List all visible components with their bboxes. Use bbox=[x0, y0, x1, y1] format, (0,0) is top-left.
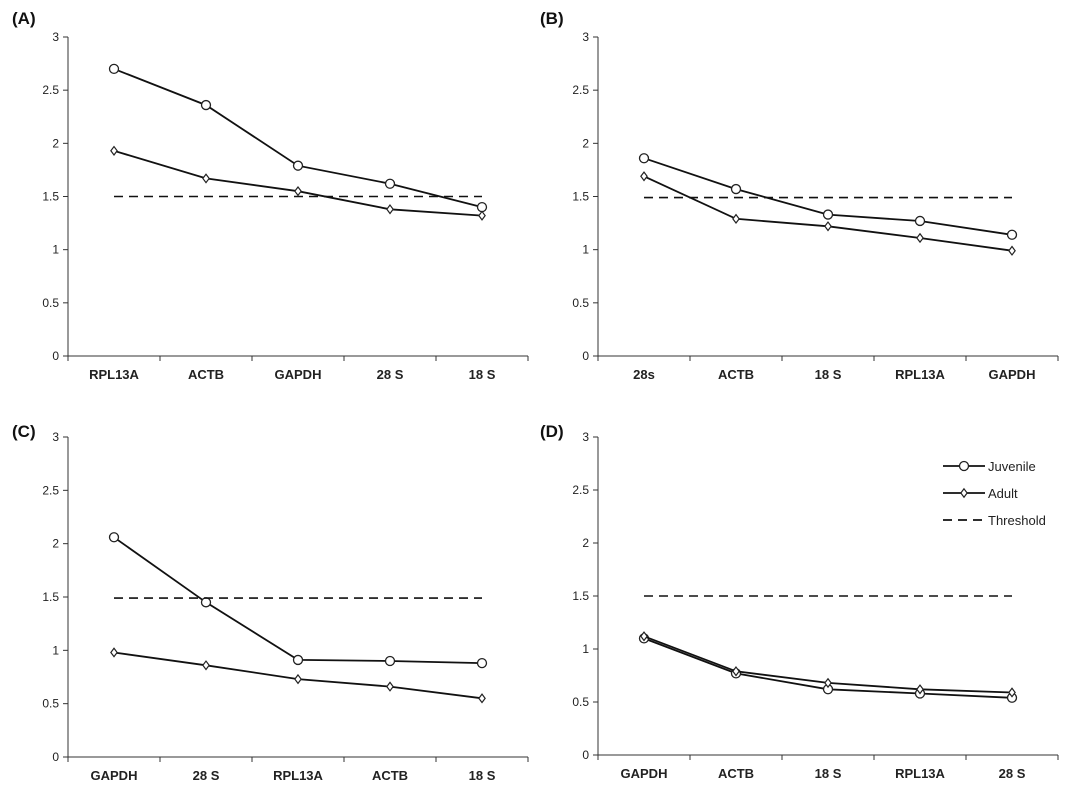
y-tick-label: 3 bbox=[52, 30, 59, 44]
legend-entry-label: Threshold bbox=[988, 513, 1046, 528]
y-tick-label: 0 bbox=[52, 750, 59, 764]
data-point-diamond bbox=[824, 677, 832, 689]
data-point-diamond bbox=[478, 210, 486, 221]
y-tick-label: 0.5 bbox=[42, 697, 59, 711]
data-point-diamond bbox=[1008, 687, 1016, 698]
data-point-circle bbox=[730, 183, 742, 195]
legend-marker bbox=[958, 460, 970, 472]
data-point-diamond bbox=[824, 221, 832, 232]
legend: Juvenile Adult Threshold bbox=[943, 459, 1046, 528]
panel-label: (C) bbox=[12, 422, 36, 441]
data-point-diamond bbox=[916, 232, 924, 244]
x-tick-label: 28 S bbox=[999, 766, 1026, 781]
data-point-diamond bbox=[916, 684, 924, 695]
data-point-circle bbox=[638, 153, 650, 164]
y-tick-label: 2 bbox=[582, 136, 589, 150]
y-tick-label: 2.5 bbox=[572, 483, 589, 497]
data-point-diamond bbox=[294, 185, 302, 197]
x-tick-label: GAPDH bbox=[91, 768, 138, 783]
series-line-circle bbox=[113, 536, 483, 664]
data-point-circle bbox=[200, 99, 212, 111]
y-tick-label: 0 bbox=[52, 349, 59, 363]
panel-label: (A) bbox=[12, 9, 36, 28]
x-tick-label: RPL13A bbox=[273, 768, 323, 783]
y-tick-label: 3 bbox=[52, 430, 59, 444]
data-point-circle bbox=[384, 655, 396, 667]
data-point-circle bbox=[822, 209, 834, 220]
data-point-diamond bbox=[110, 647, 118, 658]
x-tick-label: 28 S bbox=[193, 768, 220, 783]
y-tick-label: 1 bbox=[582, 243, 589, 257]
y-tick-label: 2 bbox=[52, 537, 59, 551]
y-tick-label: 1 bbox=[582, 642, 589, 656]
y-tick-label: 2 bbox=[52, 136, 59, 150]
y-tick-label: 0.5 bbox=[572, 296, 589, 310]
y-tick-label: 2.5 bbox=[42, 83, 59, 97]
data-point-circle bbox=[108, 63, 120, 75]
y-tick-label: 0.5 bbox=[42, 296, 59, 310]
data-point-diamond bbox=[294, 673, 302, 685]
y-tick-label: 2.5 bbox=[42, 483, 59, 497]
chart-panel-d: (D) 0 0.5 1 1.5 2 2.5 3 GAPDH ACTB 18 S RPL13A 28 S J… bbox=[540, 422, 1059, 781]
legend-marker bbox=[960, 487, 968, 499]
data-point-diamond bbox=[640, 171, 648, 182]
data-point-diamond bbox=[386, 204, 394, 215]
data-point-circle bbox=[200, 597, 212, 608]
x-tick-label: 18 S bbox=[469, 768, 496, 783]
y-tick-label: 0 bbox=[582, 748, 589, 762]
x-tick-label: ACTB bbox=[718, 766, 754, 781]
y-tick-label: 1 bbox=[52, 243, 59, 257]
data-point-circle bbox=[476, 657, 488, 669]
x-tick-label: 28s bbox=[633, 367, 655, 382]
chart-panel-b: (B) 0 0.5 1 1.5 2 2.5 3 28s ACTB 18 S RPL13A GAPDH bbox=[540, 9, 1059, 382]
data-point-circle bbox=[384, 178, 396, 189]
data-point-diamond bbox=[732, 213, 740, 225]
x-tick-label: ACTB bbox=[188, 367, 224, 382]
x-tick-label: RPL13A bbox=[89, 367, 139, 382]
data-point-circle bbox=[108, 532, 120, 543]
chart-panel-a: (A) 0 0.5 1 1.5 2 2.5 3 RPL13A ACTB GAPDH 28 S 18 S bbox=[12, 9, 529, 382]
data-point-diamond bbox=[1008, 245, 1016, 256]
data-point-diamond bbox=[478, 693, 486, 704]
x-tick-label: ACTB bbox=[372, 768, 408, 783]
y-tick-label: 1.5 bbox=[42, 190, 59, 204]
y-tick-label: 1 bbox=[52, 643, 59, 657]
chart-panel-c: (C) 0 0.5 1 1.5 2 2.5 3 GAPDH 28 S RPL13A ACTB 18 S bbox=[12, 422, 529, 783]
x-tick-label: RPL13A bbox=[895, 367, 945, 382]
legend-entry-label: Juvenile bbox=[988, 459, 1036, 474]
x-tick-label: ACTB bbox=[718, 367, 754, 382]
panel-label: (B) bbox=[540, 9, 564, 28]
x-tick-label: 18 S bbox=[815, 367, 842, 382]
x-tick-label: GAPDH bbox=[621, 766, 668, 781]
data-point-diamond bbox=[732, 666, 740, 677]
data-point-diamond bbox=[202, 173, 210, 184]
y-tick-label: 1.5 bbox=[572, 190, 589, 204]
y-tick-label: 0 bbox=[582, 349, 589, 363]
y-tick-label: 0.5 bbox=[572, 695, 589, 709]
data-point-diamond bbox=[202, 660, 210, 671]
data-point-diamond bbox=[386, 681, 394, 692]
y-tick-label: 3 bbox=[582, 30, 589, 44]
y-tick-label: 2 bbox=[582, 536, 589, 550]
data-point-circle bbox=[914, 215, 926, 227]
y-tick-label: 1.5 bbox=[572, 589, 589, 603]
data-point-diamond bbox=[640, 631, 648, 642]
data-point-circle bbox=[1006, 229, 1018, 240]
legend-entry-label: Adult bbox=[988, 486, 1018, 501]
data-point-circle bbox=[476, 201, 488, 213]
y-tick-label: 3 bbox=[582, 430, 589, 444]
data-point-circle bbox=[292, 160, 304, 171]
panel-label: (D) bbox=[540, 422, 564, 441]
x-tick-label: 18 S bbox=[815, 766, 842, 781]
x-tick-label: RPL13A bbox=[895, 766, 945, 781]
x-tick-label: 18 S bbox=[469, 367, 496, 382]
y-tick-label: 1.5 bbox=[42, 590, 59, 604]
y-tick-label: 2.5 bbox=[572, 83, 589, 97]
data-point-circle bbox=[292, 654, 304, 666]
x-tick-label: 28 S bbox=[377, 367, 404, 382]
x-tick-label: GAPDH bbox=[275, 367, 322, 382]
x-tick-label: GAPDH bbox=[989, 367, 1036, 382]
data-point-diamond bbox=[110, 145, 118, 156]
